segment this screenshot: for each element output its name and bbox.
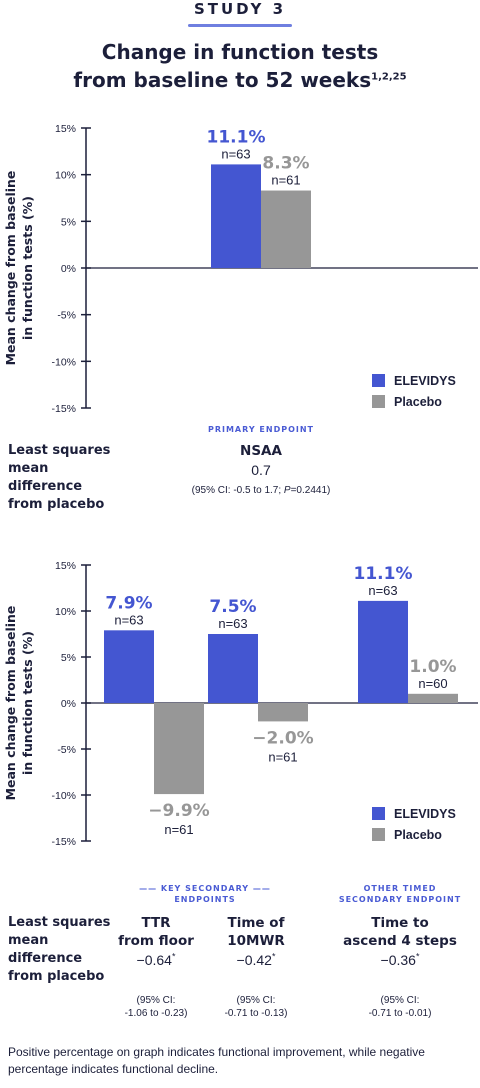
data-label-n: n=63 — [221, 146, 250, 161]
primary-endpoint-label: PRIMARY ENDPOINT — [207, 425, 315, 434]
title-line-1: Change in function tests — [101, 40, 379, 64]
chart-nsaa: Mean change from baseline in function tes… — [3, 123, 478, 415]
y-tick-label: -5% — [57, 310, 76, 322]
y-tick-label: 15% — [55, 123, 76, 135]
data-label-n: n=61 — [268, 749, 297, 764]
key-secondary-label: —— KEY SECONDARY —— ENDPOINTS — [139, 884, 271, 904]
legend-swatch-placebo — [372, 828, 385, 841]
chart-secondary: Mean change from baseline in function tes… — [3, 560, 478, 848]
endpoint-value-10mwr: −0.42* — [236, 951, 276, 968]
title-references: 1,2,25 — [371, 71, 407, 83]
data-label-value: −9.9% — [148, 801, 209, 821]
y-tick-label: -10% — [51, 790, 76, 802]
data-label-n: n=63 — [218, 616, 247, 631]
bar-elevidys — [358, 600, 408, 703]
y-tick-label: 15% — [55, 560, 76, 572]
data-label-n: n=63 — [114, 612, 143, 627]
legend-swatch-elevidys — [372, 374, 385, 387]
endpoint-ci-ttr: (95% CI: -1.06 to -0.23) — [124, 995, 188, 1019]
legend-swatch-elevidys — [372, 807, 385, 820]
data-label-value: 8.3% — [262, 154, 309, 174]
legend-label-placebo: Placebo — [394, 828, 442, 842]
data-label-n: n=60 — [418, 676, 447, 691]
bar-elevidys — [104, 630, 154, 703]
endpoint-value-ttr: −0.64* — [136, 951, 176, 968]
other-timed-label: OTHER TIMED SECONDARY ENDPOINT — [338, 884, 462, 904]
y-tick-label: -15% — [51, 403, 76, 415]
y-tick-label: -10% — [51, 356, 76, 368]
y-tick-label: -5% — [57, 744, 76, 756]
endpoint-value-nsaa: 0.7 — [251, 462, 271, 478]
data-label-value: 7.5% — [209, 597, 256, 617]
study-underline — [188, 24, 292, 27]
y-axis-label-line-1: Mean change from baseline — [3, 606, 18, 801]
y-axis-label-line-2: in function tests (%) — [20, 631, 35, 775]
y-axis-label-line-2: in function tests (%) — [20, 196, 35, 340]
y-tick-label: 0% — [61, 263, 76, 275]
legend-label-placebo: Placebo — [394, 395, 442, 409]
endpoint-ci-nsaa: (95% CI: -0.5 to 1.7; P=0.2441) — [191, 485, 331, 496]
study-label: STUDY 3 — [193, 0, 287, 18]
data-label-n: n=63 — [368, 583, 397, 598]
legend: ELEVIDYS Placebo — [372, 807, 456, 842]
data-label-value: 1.0% — [409, 657, 456, 677]
legend-label-elevidys: ELEVIDYS — [394, 374, 456, 388]
y-axis-label-line-1: Mean change from baseline — [3, 171, 18, 366]
bar-elevidys — [211, 164, 261, 268]
endpoint-name-10mwr: Time of 10MWR — [227, 915, 285, 949]
endpoint-name-steps: Time to ascend 4 steps — [343, 915, 457, 949]
data-label-n: n=61 — [164, 822, 193, 837]
legend-swatch-placebo — [372, 395, 385, 408]
legend-label-elevidys: ELEVIDYS — [394, 807, 456, 821]
y-tick-label: 5% — [61, 216, 76, 228]
title-line-2: from baseline to 52 weeks — [73, 68, 372, 92]
endpoint-ci-10mwr: (95% CI: -0.71 to -0.13) — [224, 995, 288, 1019]
endpoint-value-steps: −0.36* — [380, 951, 420, 968]
data-label-value: 7.9% — [105, 593, 152, 613]
data-label-value: 11.1% — [207, 127, 266, 147]
endpoint-name-ttr: TTR from floor — [118, 915, 194, 949]
bar-placebo — [261, 190, 311, 268]
bar-placebo — [154, 703, 204, 795]
data-label-value: 11.1% — [354, 564, 413, 584]
bar-placebo — [408, 693, 458, 703]
y-tick-label: 10% — [55, 606, 76, 618]
data-label-value: −2.0% — [252, 728, 313, 748]
data-label-n: n=61 — [271, 173, 300, 188]
y-tick-label: 5% — [61, 652, 76, 664]
y-tick-label: -15% — [51, 836, 76, 848]
bar-placebo — [258, 703, 308, 722]
endpoint-name-nsaa: NSAA — [240, 443, 282, 459]
endpoint-ci-steps: (95% CI: -0.71 to -0.01) — [368, 995, 432, 1019]
footnote: Positive percentage on graph indicates f… — [8, 1045, 425, 1076]
least-squares-label: Least squares mean difference from place… — [8, 443, 111, 512]
y-tick-label: 0% — [61, 698, 76, 710]
least-squares-label-2: Least squares mean difference from place… — [8, 915, 111, 984]
y-tick-label: 10% — [55, 170, 76, 182]
bar-elevidys — [208, 634, 258, 703]
page-title: Change in function tests from baseline t… — [0, 38, 480, 94]
legend: ELEVIDYS Placebo — [372, 374, 456, 409]
